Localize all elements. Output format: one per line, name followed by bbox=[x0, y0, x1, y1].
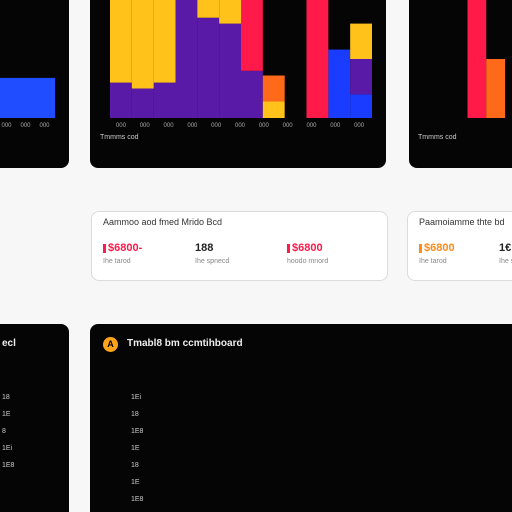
x-tick-label: 000 bbox=[115, 123, 126, 129]
bar-segment bbox=[153, 82, 176, 118]
card-icon: A bbox=[103, 337, 118, 352]
bar-segment bbox=[486, 59, 505, 118]
x-tick-label: 000 bbox=[187, 123, 198, 129]
list-row: 1E bbox=[131, 479, 140, 486]
metric-value: $6800 bbox=[292, 242, 323, 254]
x-tick-label: 000 bbox=[354, 123, 365, 129]
card bbox=[90, 324, 512, 512]
bar-segment bbox=[241, 70, 263, 118]
x-tick-label: 000 bbox=[39, 123, 50, 129]
list-row: 1E bbox=[131, 445, 140, 452]
list-row: 1E8 bbox=[131, 496, 144, 503]
bar-segment bbox=[197, 0, 220, 18]
bar-segment bbox=[110, 0, 132, 83]
x-tick-label: 000 bbox=[1, 123, 12, 129]
summary-card bbox=[91, 211, 388, 281]
metric-label: Ihe tarod bbox=[103, 258, 131, 265]
metric-value: 1€ bbox=[499, 242, 512, 254]
list-row: 1E8 bbox=[131, 428, 144, 435]
bar-segment bbox=[219, 0, 241, 24]
metric-marker bbox=[103, 244, 106, 253]
bar-segment bbox=[467, 0, 487, 118]
card-title: ecl bbox=[2, 338, 16, 349]
card bbox=[0, 324, 69, 512]
bar-segment bbox=[241, 0, 263, 71]
x-tick-label: 000 bbox=[20, 123, 31, 129]
list-row: 8 bbox=[2, 428, 6, 435]
bar-segment bbox=[175, 0, 198, 118]
x-tick-label: 000 bbox=[163, 123, 174, 129]
summary-title: Aammoo aod fmed Mrido Bcd bbox=[103, 217, 223, 227]
bar-segment bbox=[110, 82, 132, 118]
bar-segment bbox=[306, 0, 329, 118]
x-tick-label: 000 bbox=[235, 123, 246, 129]
x-tick-label: 000 bbox=[282, 123, 293, 129]
bar-segment bbox=[350, 23, 372, 60]
x-tick-label: 000 bbox=[211, 123, 222, 129]
list-row: 18 bbox=[131, 411, 139, 418]
list-row: 18 bbox=[2, 394, 10, 401]
metric-value: 188 bbox=[195, 242, 214, 254]
metric-value: $6800- bbox=[108, 242, 143, 254]
list-row: 1Ei bbox=[2, 445, 13, 452]
bar-segment bbox=[131, 88, 154, 118]
list-row: 1E8 bbox=[2, 462, 15, 469]
metric-value: $6800 bbox=[424, 242, 455, 254]
metric-label: Ihe tarod bbox=[419, 258, 447, 265]
bar-segment bbox=[219, 23, 241, 119]
metric-marker bbox=[419, 244, 422, 253]
bar-segment bbox=[350, 94, 372, 118]
chart-caption: Tmmms cod bbox=[100, 134, 139, 141]
bar-segment bbox=[350, 59, 372, 95]
bar-segment bbox=[0, 77, 55, 118]
chart-caption: Tmmms cod bbox=[418, 134, 457, 141]
bar-segment bbox=[262, 75, 285, 102]
card-title: Tmabl8 bm ccmtihboard bbox=[127, 338, 243, 349]
x-tick-label: 000 bbox=[330, 123, 341, 129]
metric-label: Ihe spnecd bbox=[195, 258, 230, 265]
metric-marker bbox=[287, 244, 290, 253]
summary-title: Paamoiamme thte bd bbox=[419, 217, 505, 227]
list-row: 18 bbox=[131, 462, 139, 469]
list-row: 1Ei bbox=[131, 394, 142, 401]
bar-segment bbox=[262, 101, 285, 118]
x-tick-label: 000 bbox=[139, 123, 150, 129]
list-row: 1E bbox=[2, 411, 11, 418]
metric-label: hoodo mnord bbox=[287, 258, 329, 265]
x-tick-label: 000 bbox=[258, 123, 269, 129]
bar-segment bbox=[131, 0, 154, 89]
metric-label: Ihe s bbox=[499, 258, 512, 265]
x-tick-label: 000 bbox=[306, 123, 317, 129]
summary-card bbox=[407, 211, 512, 281]
bar-segment bbox=[328, 49, 351, 119]
bar-segment bbox=[153, 0, 176, 83]
bar-segment bbox=[197, 17, 220, 119]
